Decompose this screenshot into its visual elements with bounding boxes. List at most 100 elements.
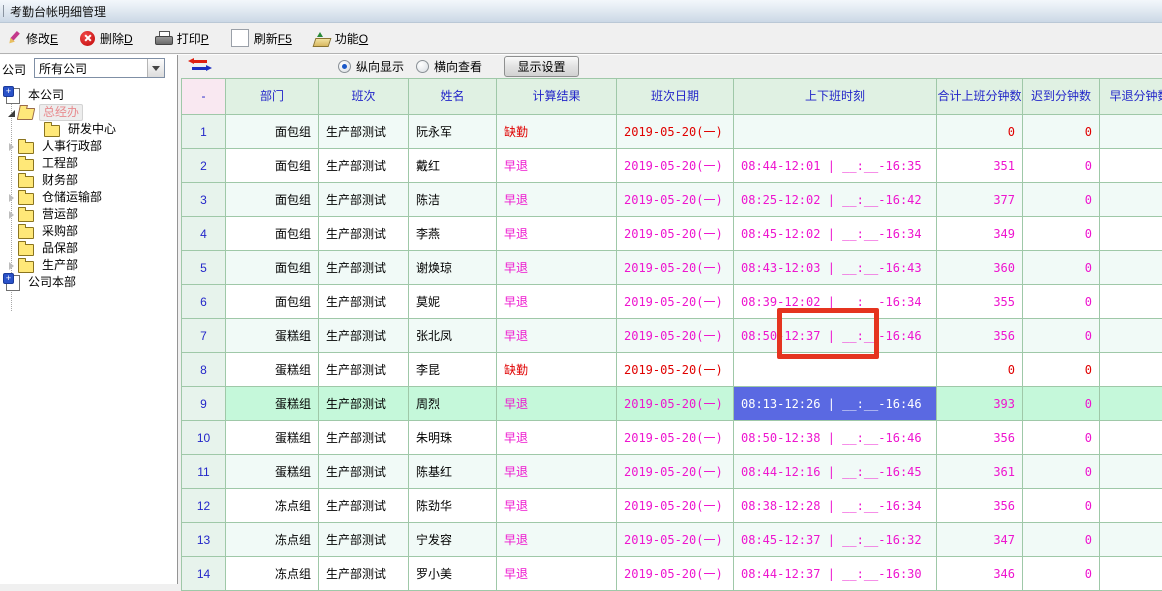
cell-result[interactable]: 早退	[497, 285, 617, 319]
cell-date[interactable]: 2019-05-20(一)	[617, 285, 734, 319]
cell-name[interactable]: 陈劲华	[409, 489, 497, 523]
sidebar-item-4[interactable]: 人事行政部	[0, 138, 177, 155]
cell-index[interactable]: 8	[182, 353, 226, 387]
cell-time[interactable]: 08:45-12:37 | __:__-16:32	[734, 523, 937, 557]
collapsed-arrow-icon[interactable]	[6, 260, 18, 272]
column-header-index[interactable]: -	[182, 78, 226, 115]
table-row[interactable]: 11 蛋糕组 生产部测试 陈基红 早退 2019-05-20(一) 08:44-12:16 …	[182, 455, 1162, 489]
cell-date[interactable]: 2019-05-20(一)	[617, 489, 734, 523]
cell-early-minutes[interactable]	[1100, 149, 1162, 183]
cell-total-minutes[interactable]: 393	[937, 387, 1023, 421]
cell-early-minutes[interactable]	[1100, 183, 1162, 217]
column-header-department[interactable]: 部门	[226, 78, 319, 115]
cell-date[interactable]: 2019-05-20(一)	[617, 217, 734, 251]
cell-date[interactable]: 2019-05-20(一)	[617, 455, 734, 489]
table-row[interactable]: 1 面包组 生产部测试 阮永军 缺勤 2019-05-20(一) 0 0	[182, 115, 1162, 149]
cell-shift[interactable]: 生产部测试	[319, 115, 409, 149]
cell-result[interactable]: 早退	[497, 217, 617, 251]
cell-time[interactable]: 08:50-12:37 | __:__-16:46	[734, 319, 937, 353]
cell-time[interactable]: 08:45-12:02 | __:__-16:34	[734, 217, 937, 251]
cell-shift[interactable]: 生产部测试	[319, 557, 409, 591]
cell-index[interactable]: 2	[182, 149, 226, 183]
cell-time[interactable]: 08:13-12:26 | __:__-16:46	[734, 387, 937, 421]
radio-horizontal-view[interactable]: 横向查看	[416, 58, 482, 75]
cell-department[interactable]: 面包组	[226, 285, 319, 319]
cell-index[interactable]: 10	[182, 421, 226, 455]
cell-department[interactable]: 蛋糕组	[226, 455, 319, 489]
cell-department[interactable]: 蛋糕组	[226, 387, 319, 421]
cell-index[interactable]: 11	[182, 455, 226, 489]
cell-total-minutes[interactable]: 360	[937, 251, 1023, 285]
cell-shift[interactable]: 生产部测试	[319, 489, 409, 523]
cell-shift[interactable]: 生产部测试	[319, 523, 409, 557]
sidebar-item-3[interactable]: 研发中心	[0, 121, 177, 138]
sidebar-item-12[interactable]: 公司本部	[0, 272, 177, 291]
cell-name[interactable]: 莫妮	[409, 285, 497, 319]
cell-late-minutes[interactable]: 0	[1023, 183, 1100, 217]
sidebar-item-2[interactable]: 总经办	[0, 104, 177, 121]
cell-shift[interactable]: 生产部测试	[319, 421, 409, 455]
cell-department[interactable]: 面包组	[226, 251, 319, 285]
cell-early-minutes[interactable]	[1100, 251, 1162, 285]
cell-time[interactable]: 08:44-12:37 | __:__-16:30	[734, 557, 937, 591]
cell-index[interactable]: 7	[182, 319, 226, 353]
table-row[interactable]: 5 面包组 生产部测试 谢焕琼 早退 2019-05-20(一) 08:43-12:03 |…	[182, 251, 1162, 285]
cell-result[interactable]: 早退	[497, 183, 617, 217]
table-row[interactable]: 7 蛋糕组 生产部测试 张北凤 早退 2019-05-20(一) 08:50-12:37 |…	[182, 319, 1162, 353]
column-header-late-minutes[interactable]: 迟到分钟数	[1023, 78, 1100, 115]
cell-date[interactable]: 2019-05-20(一)	[617, 149, 734, 183]
cell-date[interactable]: 2019-05-20(一)	[617, 319, 734, 353]
sidebar-item-5[interactable]: 工程部	[0, 155, 177, 172]
cell-total-minutes[interactable]: 0	[937, 353, 1023, 387]
sidebar-item-10[interactable]: 品保部	[0, 240, 177, 257]
table-row[interactable]: 14 冻点组 生产部测试 罗小美 早退 2019-05-20(一) 08:44-12:37 …	[182, 557, 1162, 591]
toolbar-button-refresh[interactable]: 刷新F5	[224, 26, 299, 50]
cell-name[interactable]: 罗小美	[409, 557, 497, 591]
display-settings-button[interactable]: 显示设置	[504, 56, 579, 77]
table-row[interactable]: 3 面包组 生产部测试 陈洁 早退 2019-05-20(一) 08:25-12:02 | …	[182, 183, 1162, 217]
cell-result[interactable]: 早退	[497, 319, 617, 353]
radio-vertical-display[interactable]: 纵向显示	[338, 58, 404, 75]
cell-total-minutes[interactable]: 356	[937, 489, 1023, 523]
cell-early-minutes[interactable]	[1100, 115, 1162, 149]
cell-date[interactable]: 2019-05-20(一)	[617, 251, 734, 285]
column-header-time[interactable]: 上下班时刻	[734, 78, 937, 115]
cell-index[interactable]: 13	[182, 523, 226, 557]
cell-total-minutes[interactable]: 349	[937, 217, 1023, 251]
cell-total-minutes[interactable]: 0	[937, 115, 1023, 149]
cell-index[interactable]: 3	[182, 183, 226, 217]
sidebar-item-8[interactable]: 营运部	[0, 206, 177, 223]
cell-index[interactable]: 9	[182, 387, 226, 421]
cell-department[interactable]: 面包组	[226, 149, 319, 183]
cell-shift[interactable]: 生产部测试	[319, 387, 409, 421]
cell-result[interactable]: 早退	[497, 557, 617, 591]
cell-department[interactable]: 面包组	[226, 183, 319, 217]
cell-name[interactable]: 宁发容	[409, 523, 497, 557]
toolbar-button-edit[interactable]: 修改E	[0, 27, 65, 50]
table-row[interactable]: 6 面包组 生产部测试 莫妮 早退 2019-05-20(一) 08:39-12:02 | …	[182, 285, 1162, 319]
table-row[interactable]: 13 冻点组 生产部测试 宁发容 早退 2019-05-20(一) 08:45-12:37 …	[182, 523, 1162, 557]
cell-name[interactable]: 朱明珠	[409, 421, 497, 455]
sidebar-item-7[interactable]: 仓储运输部	[0, 189, 177, 206]
column-header-early-minutes[interactable]: 早退分钟数	[1100, 78, 1162, 115]
cell-department[interactable]: 冻点组	[226, 523, 319, 557]
collapsed-arrow-icon[interactable]	[6, 209, 18, 221]
cell-name[interactable]: 周烈	[409, 387, 497, 421]
chevron-down-icon[interactable]	[147, 59, 164, 77]
column-header-result[interactable]: 计算结果	[497, 78, 617, 115]
cell-late-minutes[interactable]: 0	[1023, 149, 1100, 183]
cell-result[interactable]: 早退	[497, 489, 617, 523]
cell-early-minutes[interactable]	[1100, 353, 1162, 387]
cell-total-minutes[interactable]: 347	[937, 523, 1023, 557]
cell-index[interactable]: 6	[182, 285, 226, 319]
cell-total-minutes[interactable]: 361	[937, 455, 1023, 489]
cell-name[interactable]: 张北凤	[409, 319, 497, 353]
cell-result[interactable]: 早退	[497, 421, 617, 455]
cell-late-minutes[interactable]: 0	[1023, 557, 1100, 591]
cell-late-minutes[interactable]: 0	[1023, 523, 1100, 557]
cell-total-minutes[interactable]: 351	[937, 149, 1023, 183]
cell-name[interactable]: 李燕	[409, 217, 497, 251]
cell-department[interactable]: 冻点组	[226, 557, 319, 591]
cell-early-minutes[interactable]	[1100, 217, 1162, 251]
cell-result[interactable]: 早退	[497, 523, 617, 557]
